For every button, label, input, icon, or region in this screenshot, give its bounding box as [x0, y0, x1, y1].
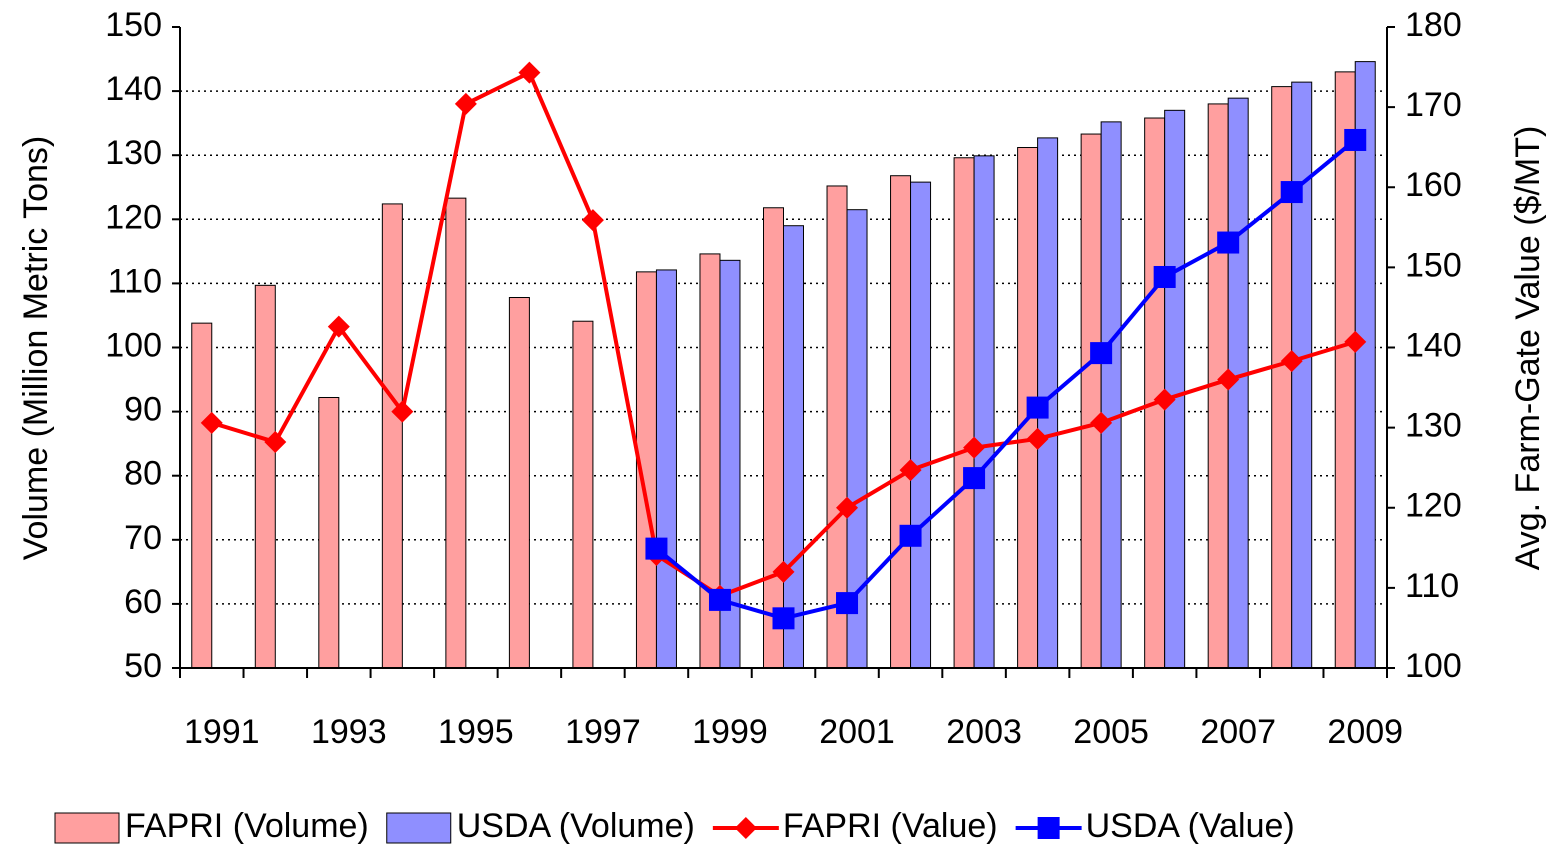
legend-swatch [386, 812, 452, 844]
bar [953, 157, 975, 669]
y2-tick-label: 130 [1405, 407, 1462, 445]
y2-tick-label: 110 [1405, 567, 1459, 605]
marker [1153, 265, 1176, 288]
marker [391, 400, 414, 423]
marker [1344, 330, 1367, 353]
x-tick-label: 1997 [565, 713, 641, 751]
marker [963, 436, 986, 459]
y-tick-label: 140 [105, 70, 162, 108]
y-tick-label: 110 [108, 262, 162, 300]
y-tick-label: 50 [124, 647, 162, 685]
legend: FAPRI (Volume) USDA (Volume) FAPRI (Value)… [54, 807, 1295, 845]
bar [655, 269, 677, 669]
bar [191, 322, 213, 669]
y2-tick-label: 150 [1405, 246, 1462, 284]
marker [1090, 342, 1113, 365]
legend-swatch [54, 812, 120, 844]
x-tick-label: 2003 [946, 713, 1022, 751]
x-tick-label: 1991 [184, 713, 260, 751]
bar [445, 197, 467, 669]
x-tick-label: 1993 [311, 713, 387, 751]
bar [890, 175, 912, 669]
bar [1354, 61, 1376, 669]
x-tick-label: 2001 [819, 713, 895, 751]
bar [910, 181, 932, 669]
marker [1344, 128, 1367, 151]
y-tick-label: 70 [124, 519, 162, 557]
bar [1271, 86, 1293, 669]
y2-tick-label: 120 [1405, 487, 1462, 525]
y-tick-label: 60 [124, 583, 162, 621]
marker [836, 592, 859, 615]
bar [1334, 71, 1356, 669]
marker [772, 560, 795, 583]
marker [1217, 368, 1240, 391]
y2-axis-label: Avg. Farm-Gate Value ($/MT) [1509, 126, 1547, 571]
marker [518, 61, 541, 84]
x-tick-label: 1999 [692, 713, 768, 751]
marker [963, 467, 986, 490]
y-axis-label: Volume (Million Metric Tons) [17, 136, 55, 561]
marker [581, 209, 604, 232]
marker [327, 315, 350, 338]
bar [973, 155, 995, 669]
y-tick-label: 120 [105, 198, 162, 236]
bar [508, 297, 530, 669]
marker [1217, 231, 1240, 254]
bar [763, 207, 784, 669]
legend-label: USDA (Value) [1086, 807, 1295, 845]
marker [772, 607, 795, 630]
marker [454, 92, 477, 115]
marker [708, 588, 731, 611]
marker [1026, 427, 1049, 450]
x-tick-label: 2009 [1327, 713, 1403, 751]
marker [645, 537, 668, 560]
x-tick-label: 2007 [1200, 713, 1276, 751]
y2-tick-label: 140 [1405, 326, 1462, 364]
marker [899, 459, 922, 482]
marker [1280, 350, 1303, 373]
legend-label: USDA (Volume) [457, 807, 695, 845]
bar [254, 284, 276, 669]
y-tick-label: 100 [105, 326, 162, 364]
legend-label: FAPRI (Volume) [125, 807, 369, 845]
y-tick-label: 80 [124, 455, 162, 493]
y2-tick-label: 170 [1405, 86, 1462, 124]
legend-marker [734, 817, 757, 839]
bar [1291, 81, 1313, 669]
marker [1280, 181, 1303, 204]
marker [899, 524, 922, 547]
bar [572, 320, 594, 669]
x-tick-label: 2005 [1073, 713, 1149, 751]
marker [264, 431, 287, 454]
bar [1100, 121, 1122, 669]
marker [200, 411, 223, 434]
marker [1090, 411, 1113, 434]
y2-tick-label: 180 [1405, 6, 1462, 44]
marker [1026, 396, 1049, 419]
y-tick-label: 90 [124, 391, 162, 429]
bar [1080, 133, 1102, 669]
y-tick-label: 150 [105, 6, 162, 44]
bar [381, 203, 403, 669]
y2-tick-label: 160 [1405, 166, 1462, 204]
y2-tick-label: 100 [1405, 647, 1462, 685]
bar [318, 396, 340, 669]
bar [783, 225, 804, 669]
line [655, 138, 1357, 621]
legend-label: FAPRI (Value) [783, 807, 998, 845]
marker [836, 496, 859, 519]
marker [1153, 388, 1176, 411]
bar [1164, 109, 1186, 669]
y-tick-label: 130 [105, 134, 162, 172]
legend-marker [1037, 817, 1060, 839]
x-tick-label: 1995 [438, 713, 514, 751]
